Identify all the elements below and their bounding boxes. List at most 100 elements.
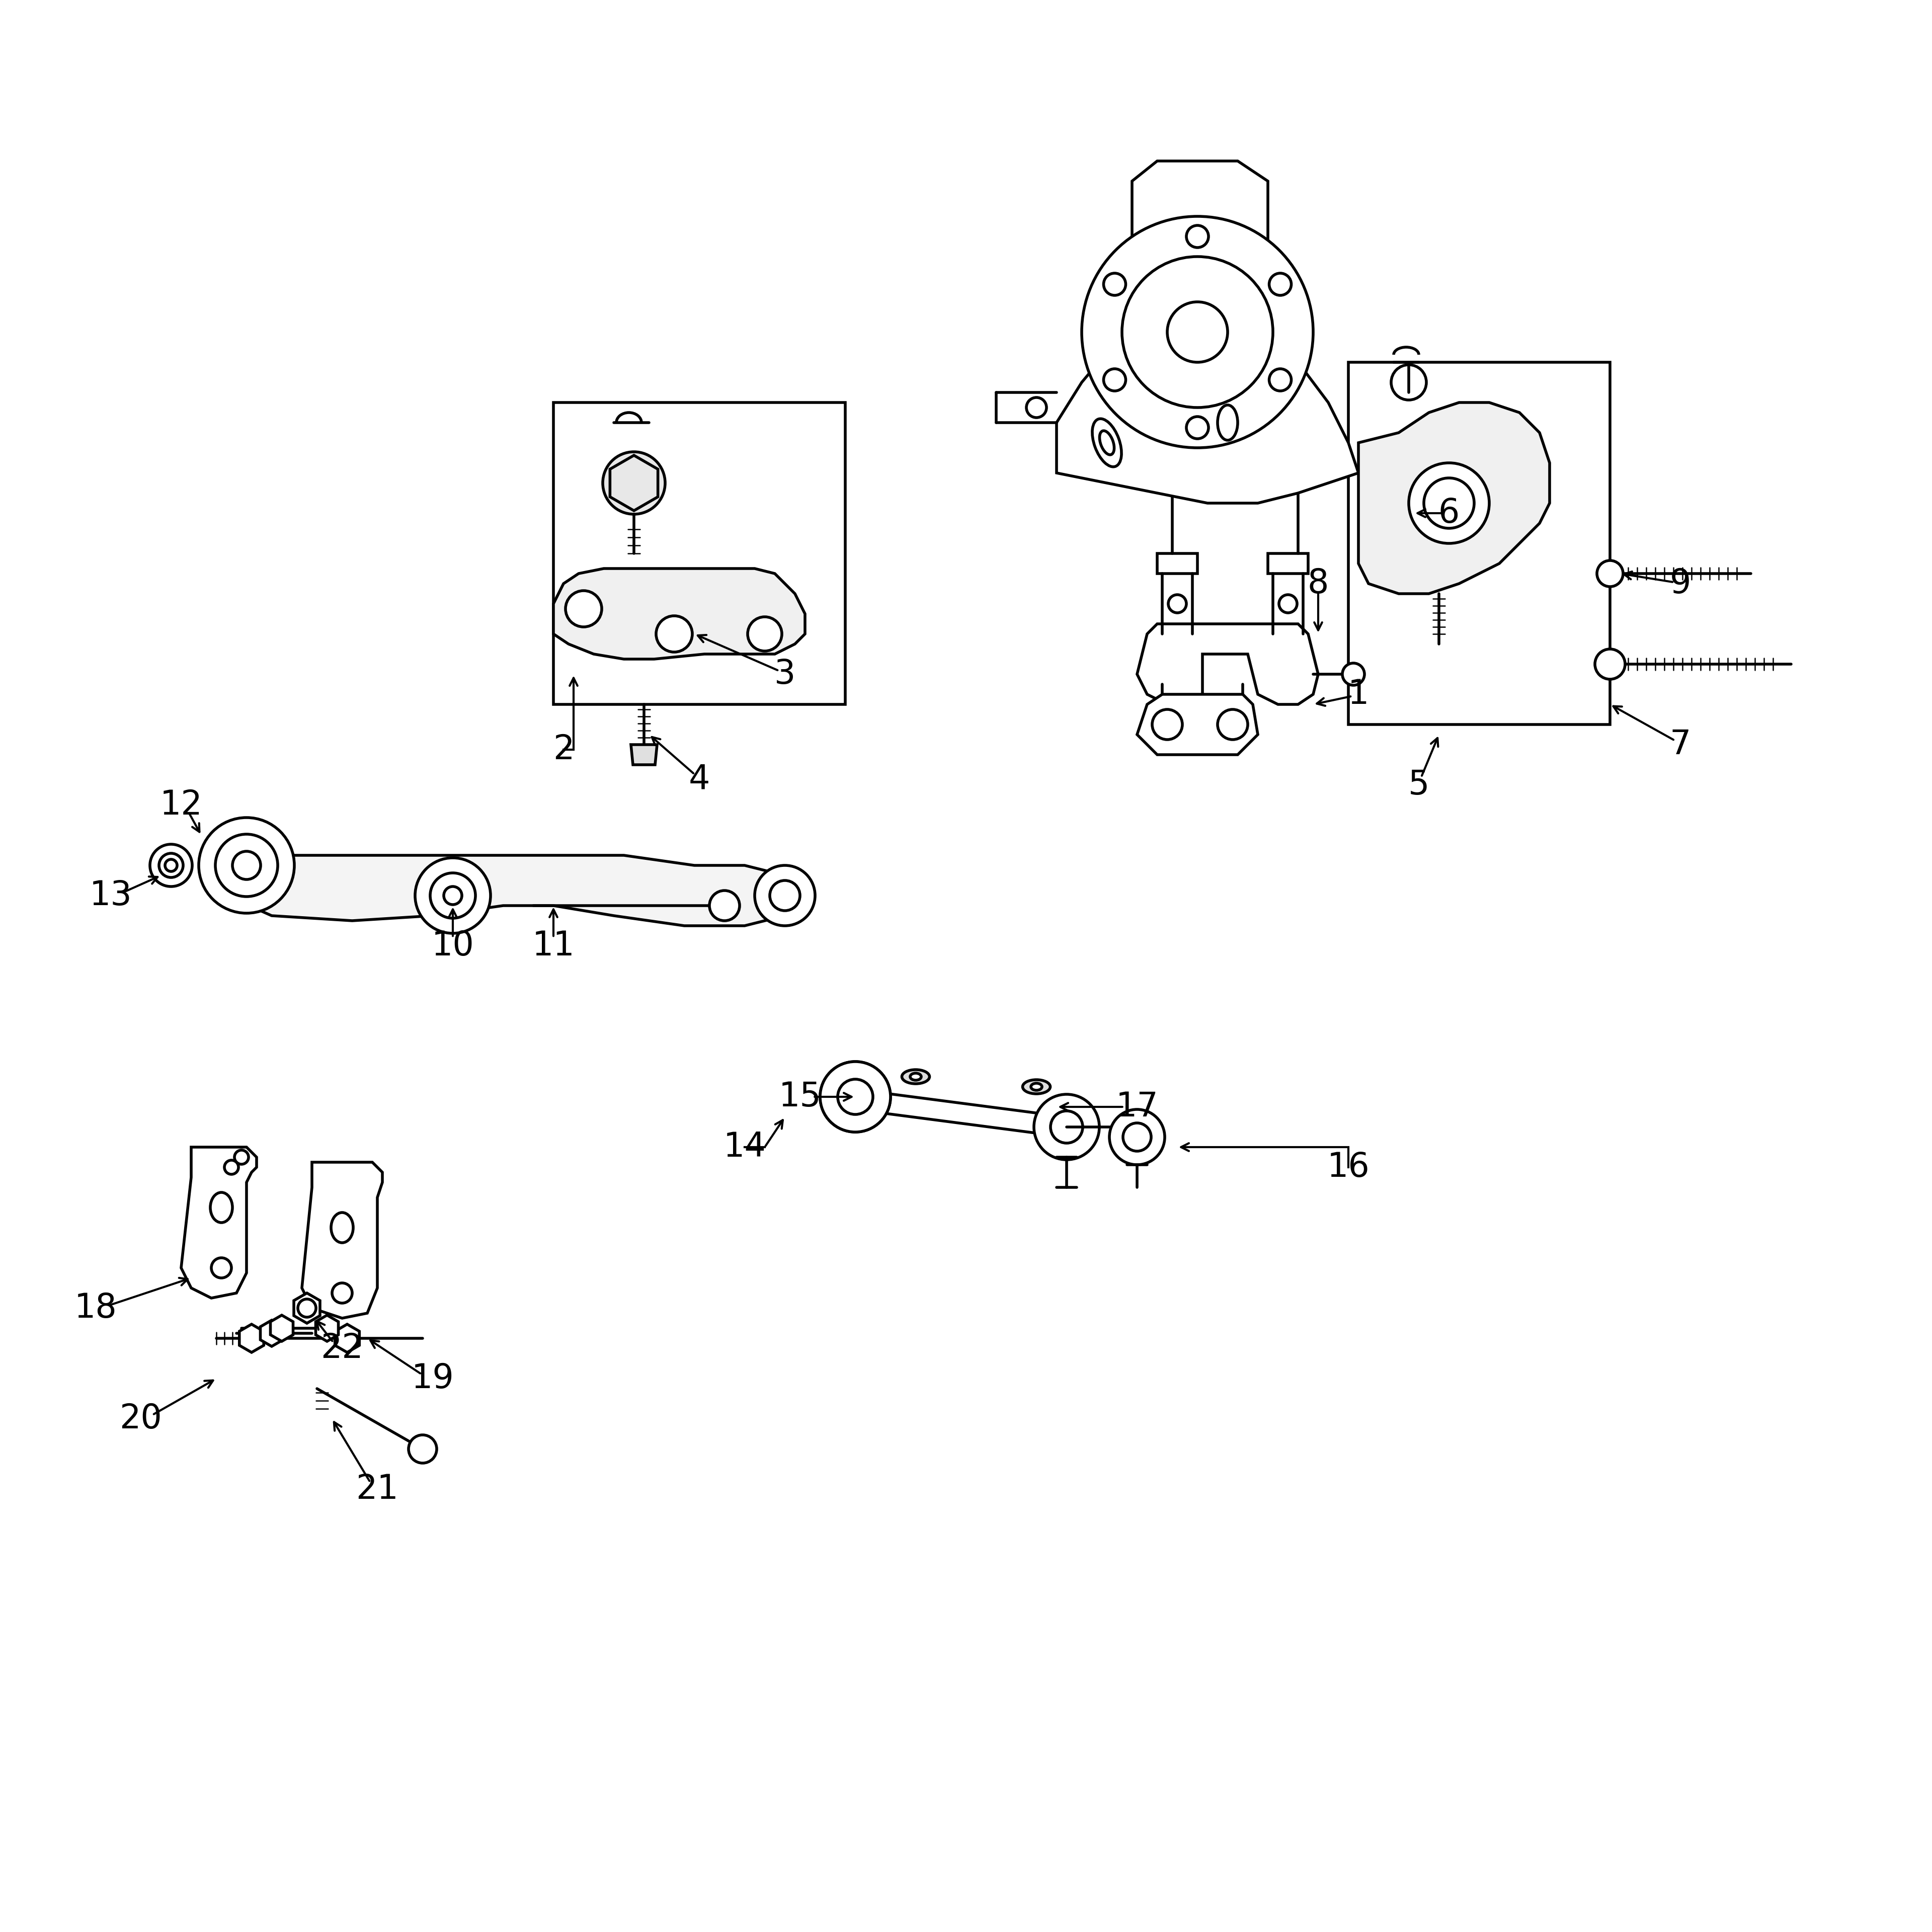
Circle shape: [1391, 365, 1426, 400]
Circle shape: [1269, 369, 1291, 390]
Circle shape: [657, 616, 692, 653]
Circle shape: [211, 1258, 232, 1277]
Circle shape: [1051, 1111, 1082, 1144]
Text: 12: 12: [160, 788, 203, 821]
Polygon shape: [553, 568, 806, 659]
Ellipse shape: [1099, 431, 1115, 454]
Circle shape: [298, 1298, 317, 1318]
Circle shape: [224, 1161, 238, 1175]
Circle shape: [838, 1080, 873, 1115]
Bar: [1157, 553, 1198, 574]
Circle shape: [332, 1283, 352, 1302]
Circle shape: [1408, 464, 1490, 543]
Circle shape: [1026, 398, 1047, 417]
Bar: [1267, 553, 1308, 574]
Polygon shape: [261, 1320, 282, 1347]
Text: 19: 19: [412, 1362, 454, 1395]
Circle shape: [234, 1150, 249, 1165]
Polygon shape: [1138, 694, 1258, 755]
Ellipse shape: [211, 1192, 232, 1223]
Polygon shape: [1358, 402, 1549, 593]
Text: 20: 20: [120, 1403, 162, 1435]
Circle shape: [1109, 1109, 1165, 1165]
Ellipse shape: [910, 1072, 922, 1080]
Text: 22: 22: [321, 1331, 363, 1366]
Text: 7: 7: [1669, 728, 1691, 761]
Ellipse shape: [1032, 1084, 1041, 1090]
Circle shape: [566, 591, 601, 626]
Text: 8: 8: [1308, 566, 1329, 601]
Text: 9: 9: [1669, 566, 1691, 601]
Circle shape: [1279, 595, 1296, 612]
Polygon shape: [1057, 160, 1358, 502]
Circle shape: [709, 891, 740, 922]
Bar: [1349, 363, 1609, 725]
Circle shape: [819, 1061, 891, 1132]
Circle shape: [1122, 257, 1273, 408]
Polygon shape: [182, 1148, 257, 1298]
Polygon shape: [240, 1323, 265, 1352]
Polygon shape: [611, 456, 659, 510]
Circle shape: [1186, 417, 1209, 439]
Text: 6: 6: [1437, 497, 1461, 529]
Circle shape: [603, 452, 665, 514]
Text: 21: 21: [355, 1472, 398, 1505]
Circle shape: [431, 873, 475, 918]
Ellipse shape: [902, 1070, 929, 1084]
Circle shape: [232, 852, 261, 879]
Text: 17: 17: [1115, 1090, 1159, 1124]
Circle shape: [838, 1080, 873, 1115]
Ellipse shape: [1022, 1080, 1051, 1094]
Circle shape: [158, 854, 184, 877]
Circle shape: [1122, 1122, 1151, 1151]
Circle shape: [1167, 301, 1227, 363]
Text: 5: 5: [1408, 769, 1430, 802]
Circle shape: [214, 835, 278, 896]
Text: 3: 3: [775, 657, 796, 692]
Text: 11: 11: [531, 929, 574, 962]
Circle shape: [1169, 595, 1186, 612]
Circle shape: [408, 1435, 437, 1463]
Ellipse shape: [1217, 406, 1238, 440]
Circle shape: [1217, 709, 1248, 740]
Circle shape: [1103, 369, 1126, 390]
Circle shape: [1269, 272, 1291, 296]
Circle shape: [748, 616, 782, 651]
Text: 14: 14: [723, 1130, 765, 1163]
Polygon shape: [632, 744, 657, 765]
Polygon shape: [1138, 624, 1318, 705]
Circle shape: [1186, 226, 1209, 247]
Circle shape: [755, 866, 815, 925]
Ellipse shape: [1092, 419, 1121, 468]
Bar: [553, 402, 846, 705]
Circle shape: [164, 860, 178, 871]
Polygon shape: [334, 1323, 359, 1352]
Text: 1: 1: [1349, 678, 1370, 711]
Text: 10: 10: [431, 929, 473, 962]
Circle shape: [1424, 477, 1474, 527]
Polygon shape: [270, 1316, 294, 1341]
Circle shape: [415, 858, 491, 933]
Polygon shape: [301, 1163, 383, 1318]
Polygon shape: [315, 1316, 338, 1341]
Circle shape: [769, 881, 800, 910]
Circle shape: [444, 887, 462, 904]
Text: 4: 4: [688, 763, 711, 796]
Circle shape: [1103, 272, 1126, 296]
Bar: [216, 1233, 232, 1258]
Text: 2: 2: [553, 732, 574, 767]
Circle shape: [620, 469, 647, 497]
Circle shape: [1034, 1094, 1099, 1159]
Text: 13: 13: [89, 879, 131, 912]
Circle shape: [1596, 649, 1625, 680]
Circle shape: [1082, 216, 1314, 448]
Circle shape: [1151, 709, 1182, 740]
Polygon shape: [294, 1293, 321, 1323]
Text: 15: 15: [779, 1080, 821, 1113]
Circle shape: [151, 844, 191, 887]
Polygon shape: [216, 856, 794, 925]
Ellipse shape: [330, 1213, 354, 1242]
Circle shape: [199, 817, 294, 914]
Text: 18: 18: [73, 1291, 118, 1325]
Circle shape: [1343, 663, 1364, 686]
